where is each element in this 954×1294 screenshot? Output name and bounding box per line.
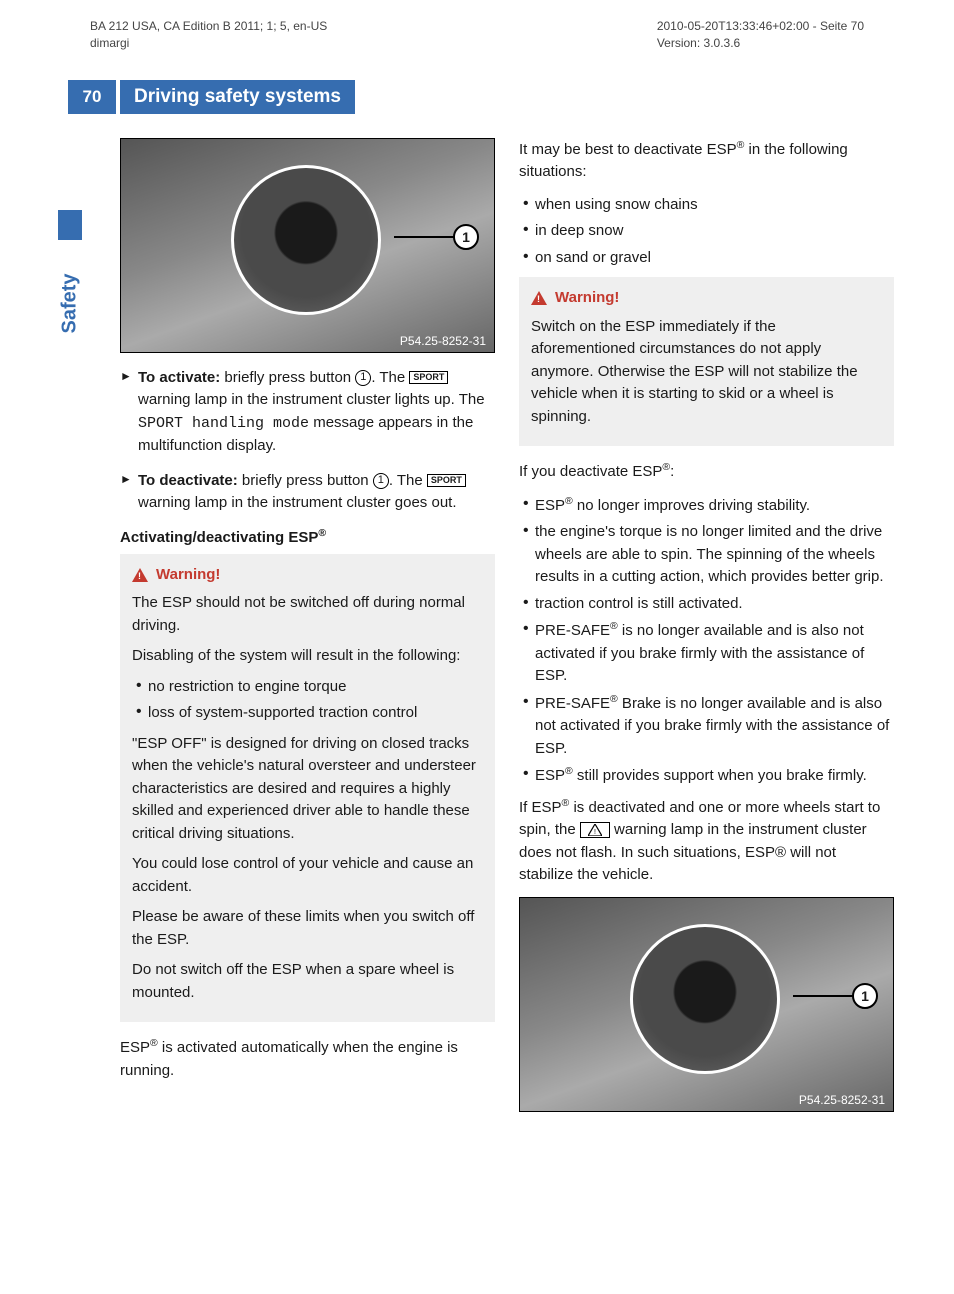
list-item: PRE-SAFE® Brake is no longer available a… [523, 692, 894, 761]
warning-p: You could lose control of your vehicle a… [132, 853, 483, 898]
side-tab: Safety [40, 210, 100, 315]
sport-lamp-icon: SPORT [427, 474, 466, 487]
para-esp-auto: ESP® is activated automatically when the… [120, 1036, 495, 1082]
warning-title: Warning! [156, 564, 220, 587]
subheading-activating-esp: Activating/deactivating ESP® [120, 527, 495, 546]
meta-right-line1: 2010-05-20T13:33:46+02:00 - Seite 70 [657, 18, 864, 35]
meta-left-line1: BA 212 USA, CA Edition B 2011; 1; 5, en-… [90, 18, 327, 35]
figure-callout-line [394, 236, 454, 238]
left-column: 1 P54.25-8252-31 ► To activate: briefly … [120, 138, 495, 1126]
t: briefly press button [238, 472, 373, 489]
step-activate-label: To activate: [138, 369, 220, 386]
list-item: in deep snow [523, 220, 894, 243]
warning-triangle-icon [531, 291, 547, 305]
deactivate-effects-list: ESP® no longer improves driving stabilit… [519, 494, 894, 788]
right-column: It may be best to deactivate ESP® in the… [519, 138, 894, 1126]
side-tab-marker [58, 210, 82, 240]
esp-warning-lamp-icon: ! [580, 822, 610, 838]
reg-mark: ® [318, 527, 326, 539]
warning-title: Warning! [555, 287, 619, 310]
warning-header: Warning! [531, 287, 882, 310]
figure-caption: P54.25-8252-31 [799, 1093, 885, 1107]
intro-deactivate-situations: It may be best to deactivate ESP® in the… [519, 138, 894, 184]
tail-paragraph: If ESP® is deactivated and one or more w… [519, 796, 894, 887]
t: warning lamp in the instrument cluster l… [138, 391, 485, 408]
list-item: PRE-SAFE® is no longer available and is … [523, 619, 894, 688]
warning-header: Warning! [132, 564, 483, 587]
step-deactivate: ► To deactivate: briefly press button 1.… [120, 470, 495, 515]
figure-zoom-circle [231, 165, 381, 315]
deact-intro: If you deactivate ESP®: [519, 460, 894, 484]
warning-box-1: Warning! The ESP should not be switched … [120, 554, 495, 1023]
step-deactivate-body: To deactivate: briefly press button 1. T… [138, 470, 495, 515]
meta-header: BA 212 USA, CA Edition B 2011; 1; 5, en-… [0, 0, 954, 52]
figure-caption: P54.25-8252-31 [400, 334, 486, 348]
figure-esp-button-2: 1 P54.25-8252-31 [519, 897, 894, 1112]
warning-list-item: loss of system-supported traction contro… [136, 702, 483, 725]
subheading-text: Activating/deactivating ESP [120, 529, 318, 546]
callout-ref-1: 1 [355, 370, 371, 386]
meta-left-line2: dimargi [90, 35, 327, 52]
warning-list: no restriction to engine torque loss of … [132, 676, 483, 725]
meta-right: 2010-05-20T13:33:46+02:00 - Seite 70 Ver… [657, 18, 864, 52]
content-area: 1 P54.25-8252-31 ► To activate: briefly … [0, 114, 954, 1126]
sport-mode-message: SPORT handling mode [138, 415, 309, 432]
t: warning lamp in the instrument cluster g… [138, 494, 457, 511]
step-activate: ► To activate: briefly press button 1. T… [120, 367, 495, 458]
warning-p: Do not switch off the ESP when a spare w… [132, 959, 483, 1004]
list-item: when using snow chains [523, 194, 894, 217]
t: briefly press button [220, 369, 355, 386]
warning-p: Disabling of the system will result in t… [132, 645, 483, 668]
meta-left: BA 212 USA, CA Edition B 2011; 1; 5, en-… [90, 18, 327, 52]
list-item: traction control is still activated. [523, 593, 894, 616]
figure-callout-line [793, 995, 853, 997]
step-deactivate-label: To deactivate: [138, 472, 238, 489]
callout-ref-1: 1 [373, 473, 389, 489]
figure-zoom-circle [630, 924, 780, 1074]
figure-callout-num: 1 [453, 224, 479, 250]
list-item: on sand or gravel [523, 247, 894, 270]
warning-p: "ESP OFF" is designed for driving on clo… [132, 733, 483, 846]
figure-esp-button: 1 P54.25-8252-31 [120, 138, 495, 353]
page-number: 70 [68, 80, 116, 114]
t: . The [371, 369, 409, 386]
side-tab-label: Safety [59, 273, 82, 333]
figure-callout-num: 1 [852, 983, 878, 1009]
step-marker-icon: ► [120, 367, 138, 458]
list-item: the engine's torque is no longer limited… [523, 521, 894, 589]
step-activate-body: To activate: briefly press button 1. The… [138, 367, 495, 458]
meta-right-line2: Version: 3.0.3.6 [657, 35, 864, 52]
page-header: 70 Driving safety systems [0, 80, 954, 114]
list-item: ESP® still provides support when you bra… [523, 764, 894, 788]
warning-box-2: Warning! Switch on the ESP immediately i… [519, 277, 894, 446]
warning-p: Switch on the ESP immediately if the afo… [531, 316, 882, 429]
warning-p: Please be aware of these limits when you… [132, 906, 483, 951]
warning-list-item: no restriction to engine torque [136, 676, 483, 699]
svg-text:!: ! [594, 829, 596, 836]
sport-lamp-icon: SPORT [409, 371, 448, 384]
t: . The [389, 472, 427, 489]
page-title: Driving safety systems [120, 80, 355, 114]
situations-list: when using snow chains in deep snow on s… [519, 194, 894, 270]
step-marker-icon: ► [120, 470, 138, 515]
warning-p: The ESP should not be switched off durin… [132, 592, 483, 637]
warning-triangle-icon [132, 568, 148, 582]
list-item: ESP® no longer improves driving stabilit… [523, 494, 894, 518]
